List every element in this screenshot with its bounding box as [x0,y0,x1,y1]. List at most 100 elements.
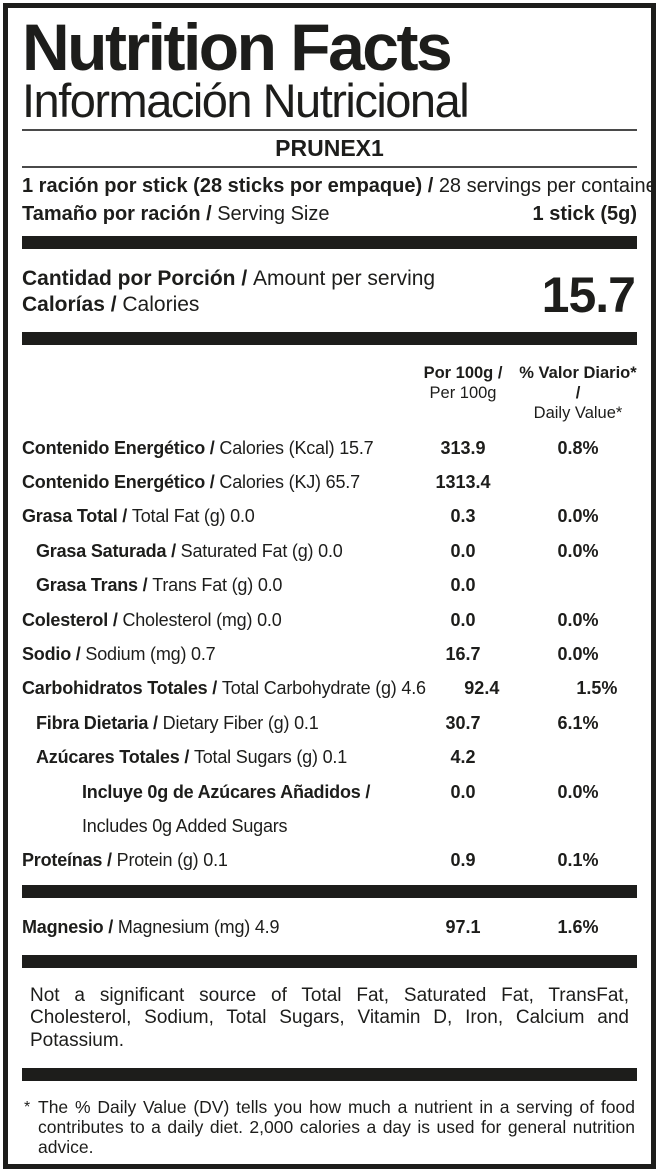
thick-bar-3 [22,884,637,898]
nutrient-label-english: Total Sugars (g) 0.1 [193,747,348,768]
calories-line: Calorías / Calories [22,292,637,318]
nutrient-label-english: Magnesium (mg) 4.9 [117,916,280,937]
nutrient-label-english: Total Carbohydrate (g) 4.6 [221,678,426,699]
per100g-value: 30.7 [445,712,481,733]
nutrient-label-spanish: Magnesio / [22,916,118,937]
nutrient-label-spanish: Contenido Energético / [22,472,220,493]
footnote-text: The % Daily Value (DV) tells you how muc… [38,1097,635,1157]
per100g-value: 1313.4 [435,472,491,493]
nutrient-label-spanish: Colesterol / [22,609,123,630]
daily-value-percent [519,575,637,595]
per100g-value: 97.1 [445,916,481,937]
nutrient-row: Contenido Energético / Calories (KJ) 65.… [22,472,637,492]
daily-value-percent: 0.0% [557,506,599,527]
daily-value-percent [519,816,637,836]
nutrient-label-english: Trans Fat (g) 0.0 [152,575,283,596]
nutrient-label: Grasa Saturada / Saturated Fat (g) 0.0 [22,541,407,561]
product-name: PRUNEX1 [275,134,384,161]
daily-value-percent: 0.0% [557,609,599,630]
per100g-value: 92.4 [464,678,500,699]
column-header-daily-value: % Valor Diario* / Daily Value* [519,363,637,423]
per100g-value: 0.0 [450,781,476,802]
nutrient-label: Magnesio / Magnesium (mg) 4.9 [22,917,407,937]
daily-value-header-english: Daily Value* [533,403,623,422]
column-headers: Por 100g / Per 100g % Valor Diario* / Da… [22,353,637,431]
nutrient-label-english: Cholesterol (mg) 0.0 [122,609,282,630]
nutrient-label: Grasa Trans / Trans Fat (g) 0.0 [22,575,407,595]
per100g-value: 313.9 [440,437,486,458]
nutrient-label-spanish: Sodio / [22,644,86,665]
nutrient-row: Contenido Energético / Calories (Kcal) 1… [22,438,637,458]
daily-value-percent: 0.8% [557,437,599,458]
serving-size-es: Tamaño por ración / [22,203,218,226]
nutrient-row: Azúcares Totales / Total Sugars (g) 0.1 … [22,747,637,767]
nutrient-label-english: Saturated Fat (g) 0.0 [180,540,343,561]
nutrient-label-spanish: Grasa Saturada / [36,540,181,561]
per100g-value: 16.7 [445,644,481,665]
nutrient-label-spanish: Carbohidratos Totales / [22,678,222,699]
per100g-value: 0.0 [450,540,476,561]
per100g-value [407,816,519,836]
daily-value-percent: 0.0% [557,644,599,665]
calories-section: Cantidad por Porción / Amount per servin… [22,257,637,324]
amount-es: Cantidad por Porción / [22,266,254,290]
nutrient-label: Contenido Energético / Calories (KJ) 65.… [22,472,407,492]
daily-value-percent: 1.5% [576,678,618,699]
nutrient-label-spanish: Fibra Dietaria / [36,712,163,733]
per100g-value: 0.0 [450,575,476,596]
nutrient-label: Carbohidratos Totales / Total Carbohydra… [22,678,426,698]
nutrient-label: Includes 0g Added Sugars [22,816,407,836]
serving-size-line: Tamaño por ración / Serving Size 1 stick… [22,200,637,229]
nutrient-label-spanish: Proteínas / [22,850,117,871]
servings-es: 1 ración por stick (28 sticks por empaqu… [22,174,439,197]
nutrient-label: Sodio / Sodium (mg) 0.7 [22,644,407,664]
nutrient-label-spanish: Azúcares Totales / [36,747,194,768]
daily-value-percent: 1.6% [557,916,599,937]
footnotes: * The % Daily Value (DV) tells you how m… [22,1089,637,1164]
nutrient-label-english: Calories (KJ) 65.7 [219,472,360,493]
nutrient-label: Fibra Dietaria / Dietary Fiber (g) 0.1 [22,713,407,733]
per100g-value: 4.2 [450,747,476,768]
nutrient-label-english: Total Fat (g) 0.0 [131,506,255,527]
footnote-daily-value-en: * The % Daily Value (DV) tells you how m… [24,1097,635,1157]
serving-size-en: Serving Size [217,203,330,226]
nutrient-label-spanish: Grasa Total / [22,506,132,527]
per100g-value: 0.3 [450,506,476,527]
daily-value-percent: 0.1% [557,850,599,871]
nutrient-label-english: Calories (Kcal) 15.7 [219,437,374,458]
thick-bar-2 [22,331,637,345]
nutrient-row: Grasa Saturada / Saturated Fat (g) 0.0 0… [22,541,637,561]
footnote-marker: * [24,1099,31,1117]
magnesium-section: Magnesio / Magnesium (mg) 4.9 97.1 1.6% [22,906,637,947]
nutrient-row: Grasa Total / Total Fat (g) 0.0 0.3 0.0% [22,506,637,526]
nutrient-row: Carbohidratos Totales / Total Carbohydra… [22,678,637,698]
servings-en: 28 servings per container [438,174,656,197]
daily-value-percent [519,747,637,767]
daily-value-percent [519,472,637,492]
daily-value-percent: 6.1% [557,712,599,733]
daily-value-percent: 0.0% [557,781,599,802]
column-header-per100g: Por 100g / Per 100g [407,363,519,423]
serving-block: 1 ración por stick (28 sticks por empaqu… [22,172,651,229]
thick-bar-4 [22,954,637,968]
calories-es: Calorías / [22,292,123,316]
thick-bar-5 [22,1068,637,1082]
amount-per-serving-line: Cantidad por Porción / Amount per servin… [22,266,637,292]
nutrient-label-spanish: Contenido Energético / [22,437,220,458]
nutrition-facts-label: Nutrition Facts Información Nutricional … [3,3,656,1169]
nutrient-label: Contenido Energético / Calories (Kcal) 1… [22,438,407,458]
nutrient-label: Grasa Total / Total Fat (g) 0.0 [22,506,407,526]
nutrient-row: Magnesio / Magnesium (mg) 4.9 97.1 1.6% [22,917,637,937]
amount-en: Amount per serving [253,266,436,290]
nutrient-row: Grasa Trans / Trans Fat (g) 0.0 0.0 [22,575,637,595]
nutrient-label-english: Sodium (mg) 0.7 [85,644,216,665]
nutrient-row: Sodio / Sodium (mg) 0.7 16.7 0.0% [22,644,637,664]
nutrient-label-english: Protein (g) 0.1 [116,850,228,871]
nutrient-row: Colesterol / Cholesterol (mg) 0.0 0.0 0.… [22,610,637,630]
nutrient-label: Azúcares Totales / Total Sugars (g) 0.1 [22,747,407,767]
nutrient-label: Incluye 0g de Azúcares Añadidos / [22,782,407,802]
nutrient-label-spanish: Incluye 0g de Azúcares Añadidos / [82,781,371,802]
per100g-value: 0.0 [450,609,476,630]
nutrient-label-spanish: Grasa Trans / [36,575,153,596]
column-header-spacer [22,363,407,423]
